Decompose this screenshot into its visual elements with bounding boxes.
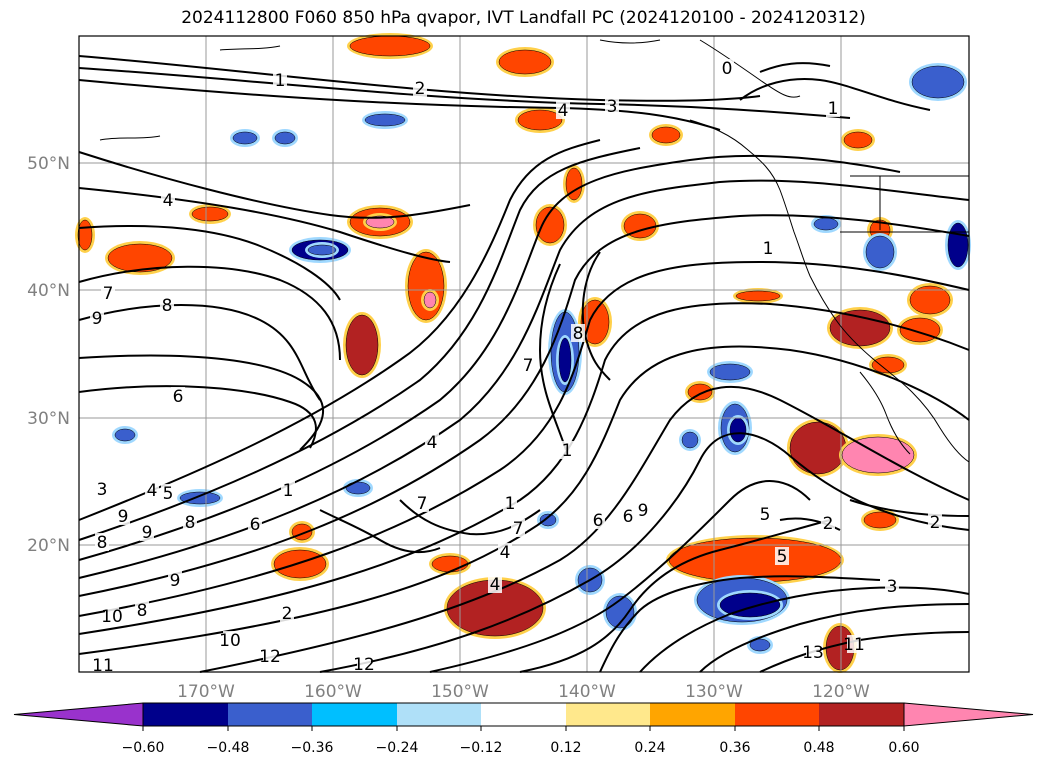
lon-label: 160°W [304, 682, 362, 702]
colorbar-segment [481, 703, 566, 726]
contour-label: 11 [92, 656, 114, 676]
contour-label: 10 [219, 631, 241, 651]
contour-label: 2 [282, 604, 293, 624]
colorbar-tick-label: 0.36 [719, 740, 750, 756]
colorbar-extend-max [903, 702, 1034, 727]
contour-label: 6 [173, 387, 184, 407]
contour-label: 7 [103, 284, 114, 304]
contour-label: 7 [523, 356, 534, 376]
map-frame [78, 35, 970, 673]
contour-label: 1 [505, 494, 516, 514]
contour-label: 1 [275, 71, 286, 91]
contour-label: 1 [763, 239, 774, 259]
contour-label: 0 [722, 59, 733, 79]
contour-label: 3 [887, 577, 898, 597]
colorbar-extend-min [13, 702, 144, 727]
colorbar-segment [143, 703, 228, 726]
contour-label: 10 [101, 607, 123, 627]
contour-label: 9 [170, 571, 181, 591]
contour-label: 6 [250, 515, 261, 535]
colorbar-segment [819, 703, 904, 726]
colorbar-segment [650, 703, 735, 726]
contour-label: 6 [623, 507, 634, 527]
latitude-labels: 50°N 40°N 30°N 20°N [27, 154, 70, 556]
contour-label: 2 [930, 513, 941, 533]
colorbar-segment [312, 703, 397, 726]
contour-label: 4 [163, 191, 174, 211]
contour-label: 8 [185, 513, 196, 533]
lon-label: 130°W [685, 682, 743, 702]
longitude-labels: 170°W 160°W 150°W 140°W 130°W 120°W [177, 682, 870, 702]
colorbar-tick-label: −0.12 [460, 740, 503, 756]
lat-label: 20°N [27, 536, 70, 556]
colorbar-tick-label: 0.48 [803, 740, 834, 756]
lon-label: 150°W [431, 682, 489, 702]
contour-label: 12 [353, 655, 375, 675]
contour-label: 7 [417, 494, 428, 514]
contour-label: 4 [427, 433, 438, 453]
lat-label: 30°N [27, 409, 70, 429]
colorbar-tick-label: −0.48 [207, 740, 250, 756]
contour-label: 5 [760, 505, 771, 525]
contour-label: 9 [118, 507, 129, 527]
colorbar-tick-label: −0.24 [376, 740, 419, 756]
lon-label: 140°W [558, 682, 616, 702]
contour-label: 1 [828, 99, 839, 119]
contour-label: 13 [802, 643, 824, 663]
colorbar-tick-label: 0.12 [550, 740, 581, 756]
graticule [79, 36, 969, 672]
contour-label: 5 [777, 547, 788, 567]
contour-label: 8 [573, 324, 584, 344]
colorbar-segment [566, 703, 650, 726]
contour-label: 9 [638, 501, 649, 521]
colorbar-tick-label: 0.24 [634, 740, 665, 756]
colorbar-segment [735, 703, 819, 726]
map-area [79, 36, 969, 672]
contour-label: 8 [162, 296, 173, 316]
contour-label: 2 [823, 514, 834, 534]
contour-label: 4 [147, 481, 158, 501]
contour-label: 1 [562, 441, 573, 461]
contour-label: 3 [607, 97, 618, 117]
lat-label: 50°N [27, 154, 70, 174]
colorbar-tick-label: 0.60 [888, 740, 919, 756]
map-title: 2024112800 F060 850 hPa qvapor, IVT Land… [181, 8, 866, 28]
contour-label: 4 [500, 543, 511, 563]
contour-label: 7 [513, 519, 524, 539]
colorbar-segment [228, 703, 312, 726]
contour-label: 1 [283, 481, 294, 501]
lon-label: 120°W [812, 682, 870, 702]
lat-label: 40°N [27, 281, 70, 301]
lon-label: 170°W [177, 682, 235, 702]
contour-label: 2 [415, 79, 426, 99]
contour-label: 8 [97, 533, 108, 553]
contour-label: 3 [97, 480, 108, 500]
contour-label: 9 [142, 523, 153, 543]
contour-label: 5 [163, 484, 174, 504]
contour-label: 9 [92, 309, 103, 329]
contour-label: 6 [593, 511, 604, 531]
contour-label: 4 [490, 575, 501, 595]
coastline [99, 39, 970, 463]
contour-label: 11 [843, 635, 865, 655]
colorbar: −0.60 −0.48 −0.36 −0.24 −0.12 0.12 0.24 0.36 0.4… [13, 702, 1034, 756]
contour-label: 4 [558, 101, 569, 121]
colorbar-tick-label: −0.60 [122, 740, 165, 756]
contour-label: 8 [137, 601, 148, 621]
colorbar-segment [397, 703, 481, 726]
colorbar-tick-label: −0.36 [291, 740, 334, 756]
contour-label: 12 [259, 647, 281, 667]
